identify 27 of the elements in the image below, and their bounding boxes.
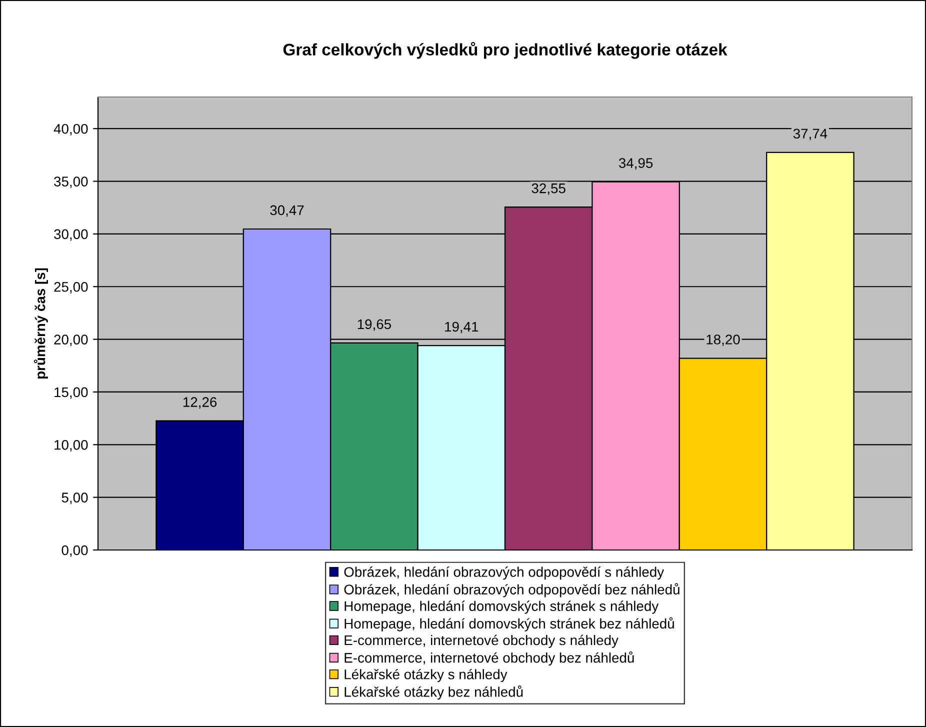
y-tick-label: 30,00 [54,229,88,241]
legend-label: Homepage, hledání domovských stránek bez náhledů [344,617,674,632]
y-tick-label: 0,00 [62,545,88,557]
text: 19,41 [445,322,478,334]
y-tick-label: 20,00 [54,334,88,346]
y-axis-title: průměrný čas [s] [34,268,48,379]
text: 32,55 [532,183,566,195]
text: 12,26 [183,397,217,409]
legend-label: Lékařské otázky s náhledy [344,668,508,682]
text: 34,95 [618,158,653,170]
y-tick-label: 40,00 [54,124,88,136]
legend-label: Obrázek, hledání obrazových odpopovědí bez náhledů [344,583,680,598]
legend-label: Lékařské otázky bez náhledů [344,686,523,700]
y-tick-label: 35,00 [54,176,88,188]
text: 19,65 [358,319,391,331]
y-tick-label: 25,00 [54,282,88,294]
y-tick-label: 15,00 [54,387,88,399]
y-tick-label: 10,00 [54,440,88,452]
chart-title: Graf celkových výsledků pro jednotlivé kategorie otázek [283,42,728,59]
legend-label: E-commerce, internetové obchody bez náhledů [344,651,634,666]
text: 37,74 [793,128,828,140]
text: 30,47 [270,205,304,217]
legend-label: Obrázek, hledání obrazových odpopovědí s náhledy [344,566,664,580]
legend-label: E-commerce, internetové obchody s náhledy [344,634,618,648]
legend-label: Homepage, hledání domovských stránek s náhledy [344,600,659,614]
text: 18,20 [706,334,740,346]
y-tick-label: 5,00 [62,492,88,504]
